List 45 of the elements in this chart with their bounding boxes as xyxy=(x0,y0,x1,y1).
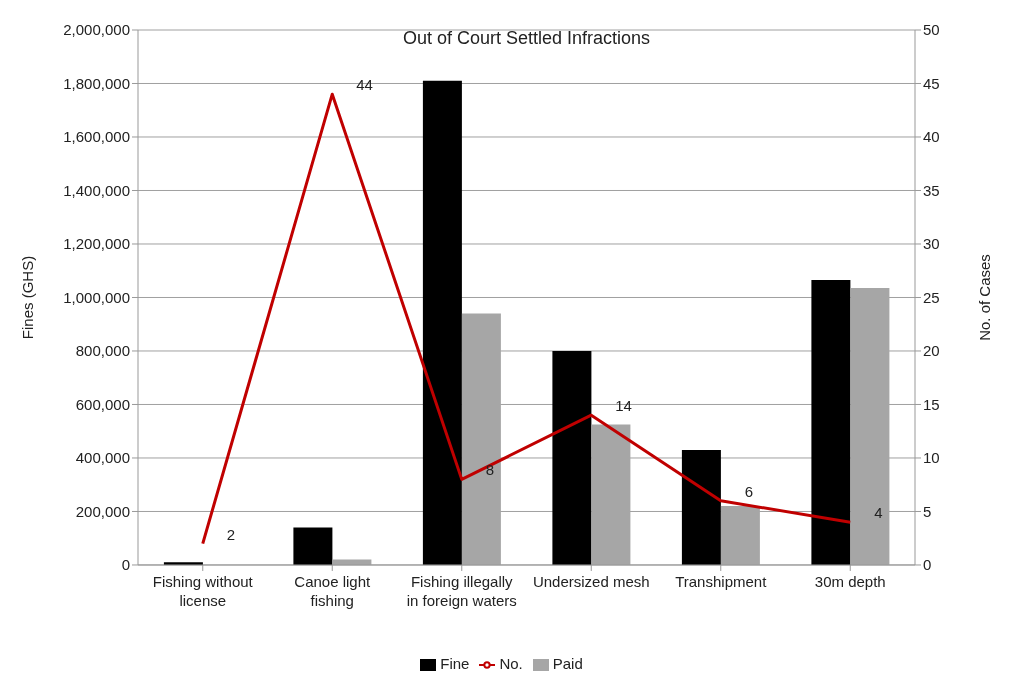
y2-tick-label: 35 xyxy=(923,181,940,199)
y-tick-label: 1,800,000 xyxy=(63,74,130,92)
line-series xyxy=(201,92,852,546)
bar xyxy=(681,449,721,565)
y2-tick-label: 0 xyxy=(923,556,932,574)
x-tick-label: 30m depth xyxy=(814,572,886,590)
x-tick-label: Fishing illegally in foreign waters xyxy=(406,572,517,609)
x-tick-label: Undersized mesh xyxy=(532,572,650,590)
y-tick-label: 1,400,000 xyxy=(63,181,130,199)
x-tick-label: Canoe light fishing xyxy=(294,572,372,609)
legend-label: Paid xyxy=(552,654,583,672)
x-tick-label: Transhipment xyxy=(675,572,768,590)
bar xyxy=(552,350,592,565)
y2-tick-label: 40 xyxy=(923,128,940,146)
data-label: 4 xyxy=(874,504,883,522)
bar xyxy=(422,80,462,565)
bar xyxy=(293,527,333,565)
y-tick-label: 1,600,000 xyxy=(63,128,130,146)
y-axis-title: Fines (GHS) xyxy=(19,255,37,340)
data-label: 44 xyxy=(356,76,373,94)
y-tick-label: 600,000 xyxy=(75,395,130,413)
y-tick-label: 400,000 xyxy=(75,449,130,467)
y2-tick-label: 25 xyxy=(923,288,940,306)
y2-axis-title: No. of Cases xyxy=(976,254,994,341)
y-tick-label: 0 xyxy=(121,556,130,574)
y-tick-label: 200,000 xyxy=(75,502,130,520)
y2-tick-label: 15 xyxy=(923,395,940,413)
data-label: 6 xyxy=(744,482,754,500)
y-tick-label: 2,000,000 xyxy=(63,21,130,39)
legend-label: No. xyxy=(499,654,523,672)
y2-tick-label: 30 xyxy=(923,235,940,253)
y2-tick-label: 50 xyxy=(923,21,940,39)
y-tick-label: 1,000,000 xyxy=(63,288,130,306)
legend-label: Fine xyxy=(440,654,470,672)
y2-tick-label: 10 xyxy=(923,449,940,467)
y-tick-label: 1,200,000 xyxy=(63,235,130,253)
y-tick-label: 800,000 xyxy=(75,342,130,360)
data-label: 14 xyxy=(615,397,632,415)
bar xyxy=(811,280,851,565)
data-label: 2 xyxy=(226,525,236,543)
y2-tick-label: 20 xyxy=(923,342,940,360)
y2-tick-label: 45 xyxy=(923,74,940,92)
y2-tick-label: 5 xyxy=(923,502,932,520)
x-tick-label: Fishing without license xyxy=(152,572,254,609)
chart-title: Out of Court Settled Infractions xyxy=(402,28,651,48)
